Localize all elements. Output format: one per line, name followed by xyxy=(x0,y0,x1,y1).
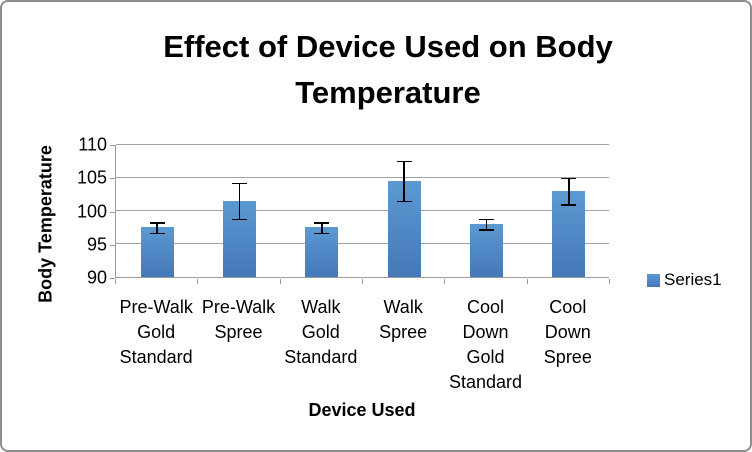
x-category-label-line: Spree xyxy=(379,322,428,342)
x-category-label-line: Walk xyxy=(301,297,341,317)
x-tick-mark xyxy=(444,279,446,284)
error-bar-cap-top-walk-spree xyxy=(396,160,412,163)
x-category-label-line: Standard xyxy=(119,347,193,367)
x-category-label-line: Pre-Walk xyxy=(119,297,193,317)
error-bar-cap-bottom-cool-down-spree xyxy=(561,204,577,206)
x-category-label-line: Standard xyxy=(284,347,358,367)
legend[interactable]: Series1 xyxy=(647,270,722,290)
gridline-110 xyxy=(116,143,609,145)
y-tick-label-105: 105 xyxy=(76,167,107,188)
x-tick-mark xyxy=(115,279,116,284)
error-bar-cap-top-pre-walk-spree xyxy=(232,182,247,185)
y-tick-label-110: 110 xyxy=(78,134,107,155)
error-bar-line-walk-gold-standard xyxy=(321,222,323,234)
bar-pre-walk-gold-standard[interactable] xyxy=(140,227,174,277)
y-axis-title: Body Temperature xyxy=(35,145,56,303)
x-tick-mark xyxy=(197,279,199,284)
gridline-100 xyxy=(116,210,609,211)
x-tick-mark xyxy=(362,279,363,284)
x-category-label-line: Standard xyxy=(448,372,523,392)
y-tick-mark xyxy=(110,278,115,279)
x-tick-mark xyxy=(526,279,528,284)
x-axis-title: Device Used xyxy=(308,400,416,420)
error-bar-line-cool-down-spree xyxy=(568,178,570,205)
error-bar-cap-top-walk-gold-standard xyxy=(314,222,330,224)
error-bar-cap-bottom-walk-gold-standard xyxy=(314,232,330,235)
x-category-label-line: Gold xyxy=(466,347,505,367)
x-category-label-walk-spree: Walk Spree xyxy=(362,295,444,345)
x-category-label-pre-walk-gold-standard: Pre-Walk Gold Standard xyxy=(115,295,197,370)
x-category-label-cool-down-spree: Cool Down Spree xyxy=(527,295,609,370)
x-category-label-walk-gold-standard: Walk Gold Standard xyxy=(280,295,362,370)
x-category-label-line: Gold xyxy=(137,322,176,342)
error-bar-cap-top-pre-walk-gold-standard xyxy=(149,222,165,224)
y-tick-mark xyxy=(110,178,115,180)
error-bar-cap-bottom-cool-down-gold-standard xyxy=(479,229,494,231)
x-category-label-line: Cool xyxy=(466,297,504,317)
x-category-label-line: Spree xyxy=(543,347,592,367)
error-bar-line-cool-down-gold-standard xyxy=(485,219,488,231)
x-category-label-line: Down xyxy=(544,322,591,342)
x-category-label-line: Pre-Walk xyxy=(201,297,276,317)
error-bar-cap-bottom-pre-walk-spree xyxy=(232,218,247,221)
bar-cool-down-gold-standard[interactable] xyxy=(470,223,503,277)
x-category-label-line: Walk xyxy=(383,297,423,317)
y-tick-label-100: 100 xyxy=(76,201,107,221)
chart-title-line-1: Effect of Device Used on Body xyxy=(163,29,613,64)
x-category-label-pre-walk-spree: Pre-Walk Spree xyxy=(197,295,279,345)
x-category-label-line: Cool xyxy=(549,297,587,317)
chart-title-line-2: Temperature xyxy=(295,75,481,110)
chart-title: Effect of Device Used on Body Temperatur… xyxy=(32,24,744,116)
y-tick-mark xyxy=(110,244,115,246)
x-category-label-line: Gold xyxy=(301,322,340,342)
plot-area xyxy=(115,143,609,278)
y-tick-label-95: 95 xyxy=(86,234,107,255)
error-bar-line-walk-spree xyxy=(403,161,405,202)
error-bar-line-pre-walk-gold-standard xyxy=(156,222,158,234)
x-tick-mark xyxy=(609,279,610,284)
error-bar-cap-bottom-walk-spree xyxy=(396,200,412,203)
error-bar-line-pre-walk-spree xyxy=(238,183,241,220)
x-tick-mark xyxy=(279,279,281,284)
x-category-label-line: Spree xyxy=(214,322,263,342)
error-bar-cap-top-cool-down-spree xyxy=(561,177,577,179)
y-tick-mark xyxy=(110,145,115,146)
bar-walk-gold-standard[interactable] xyxy=(305,227,339,277)
x-category-label-cool-down-gold-standard: Cool Down Gold Standard xyxy=(444,295,526,395)
x-category-label-line: Down xyxy=(462,322,509,342)
legend-series-label: Series1 xyxy=(664,270,722,289)
legend-marker-icon xyxy=(647,273,660,287)
y-tick-mark xyxy=(110,211,115,213)
error-bar-cap-top-cool-down-gold-standard xyxy=(479,218,494,221)
error-bar-cap-bottom-pre-walk-gold-standard xyxy=(149,232,165,235)
gridline-105 xyxy=(116,176,609,178)
gridline-95 xyxy=(116,243,609,245)
y-tick-label-90: 90 xyxy=(86,267,107,288)
